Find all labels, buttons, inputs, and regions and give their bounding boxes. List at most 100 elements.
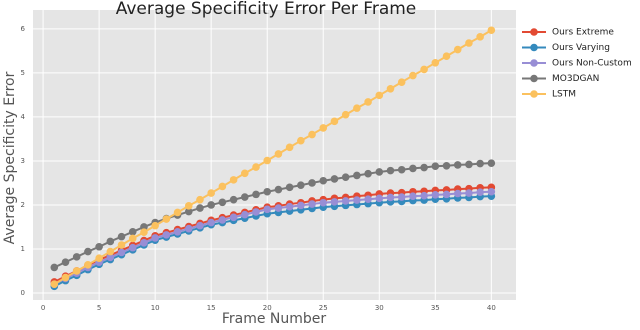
data-point bbox=[263, 156, 272, 165]
data-point bbox=[229, 195, 238, 204]
data-point bbox=[476, 33, 484, 41]
data-point bbox=[353, 171, 361, 180]
data-point bbox=[308, 179, 316, 187]
data-point bbox=[442, 161, 451, 170]
data-point bbox=[140, 228, 148, 237]
x-axis-label: Frame Number bbox=[222, 311, 327, 326]
x-tick-label: 35 bbox=[431, 304, 440, 312]
data-point bbox=[252, 190, 260, 199]
data-point bbox=[61, 258, 70, 266]
data-point bbox=[431, 162, 440, 171]
data-point bbox=[196, 195, 204, 204]
data-point bbox=[274, 204, 283, 212]
data-point bbox=[106, 253, 115, 262]
data-point bbox=[341, 197, 350, 205]
data-point bbox=[128, 243, 137, 252]
data-point bbox=[84, 247, 92, 256]
data-point bbox=[207, 189, 215, 197]
data-point bbox=[162, 215, 171, 223]
series-line bbox=[53, 190, 492, 286]
data-point bbox=[487, 159, 496, 167]
data-point bbox=[184, 224, 193, 233]
data-point bbox=[465, 189, 473, 197]
data-point bbox=[375, 91, 384, 100]
data-point bbox=[184, 202, 193, 210]
data-point bbox=[196, 204, 204, 212]
data-point bbox=[397, 165, 406, 174]
data-point bbox=[431, 191, 440, 199]
y-axis-label: Average Specificity Error bbox=[2, 71, 18, 244]
data-point bbox=[364, 169, 372, 178]
data-point bbox=[386, 166, 395, 175]
data-point bbox=[353, 196, 361, 204]
data-point bbox=[453, 45, 462, 54]
data-point bbox=[319, 176, 328, 185]
data-point bbox=[50, 280, 59, 288]
data-point bbox=[364, 195, 372, 204]
data-point bbox=[84, 260, 92, 269]
data-point bbox=[341, 173, 350, 182]
data-point bbox=[330, 117, 339, 126]
data-point bbox=[285, 183, 294, 192]
data-point bbox=[252, 163, 260, 171]
data-point bbox=[117, 248, 126, 257]
x-tick-label: 5 bbox=[97, 304, 101, 312]
data-point bbox=[476, 188, 484, 196]
y-tick-label: 6 bbox=[21, 25, 26, 33]
data-point bbox=[196, 221, 204, 230]
data-point bbox=[72, 253, 81, 261]
data-point bbox=[263, 187, 272, 196]
data-point bbox=[386, 84, 395, 93]
data-point bbox=[241, 210, 249, 219]
data-point bbox=[117, 232, 126, 241]
x-tick-label: 20 bbox=[263, 304, 272, 312]
y-tick-label: 0 bbox=[21, 289, 25, 297]
data-point bbox=[162, 231, 171, 239]
series-line bbox=[53, 162, 492, 269]
data-point bbox=[241, 193, 249, 201]
data-point bbox=[420, 65, 428, 74]
legend-label: Ours Varying bbox=[552, 43, 610, 53]
data-point bbox=[487, 26, 496, 35]
data-point bbox=[476, 159, 484, 168]
data-point bbox=[409, 71, 417, 80]
data-point bbox=[173, 227, 182, 236]
data-point bbox=[308, 130, 316, 139]
series-line bbox=[53, 186, 492, 283]
series-line bbox=[53, 195, 492, 288]
y-tick-label: 1 bbox=[21, 245, 25, 253]
data-point bbox=[308, 200, 316, 208]
data-point bbox=[274, 185, 283, 194]
x-tick-label: 30 bbox=[375, 304, 384, 312]
data-point bbox=[375, 194, 384, 203]
data-point bbox=[229, 176, 238, 184]
data-point bbox=[128, 234, 137, 243]
data-point bbox=[140, 223, 148, 231]
legend-marker bbox=[530, 90, 538, 98]
data-point bbox=[319, 124, 328, 132]
legend-marker bbox=[530, 59, 538, 67]
x-tick-label: 10 bbox=[151, 304, 160, 312]
data-point bbox=[173, 208, 182, 217]
data-point bbox=[184, 207, 193, 216]
data-point bbox=[72, 267, 81, 275]
data-point bbox=[61, 273, 70, 282]
data-point bbox=[218, 198, 227, 207]
chart-title: Average Specificity Error Per Frame bbox=[116, 0, 417, 19]
data-point bbox=[386, 193, 395, 202]
data-point bbox=[353, 104, 361, 112]
data-point bbox=[420, 191, 428, 200]
data-point bbox=[128, 227, 137, 236]
data-point bbox=[319, 198, 328, 207]
data-point bbox=[409, 192, 417, 200]
data-point bbox=[297, 181, 305, 189]
y-tick-label: 5 bbox=[21, 69, 25, 77]
legend-marker bbox=[530, 28, 538, 36]
data-point bbox=[95, 242, 103, 251]
data-point bbox=[218, 216, 227, 224]
y-tick-label: 4 bbox=[21, 113, 26, 121]
data-point bbox=[50, 263, 59, 272]
data-point bbox=[229, 213, 238, 222]
x-tick-label: 25 bbox=[319, 304, 328, 312]
